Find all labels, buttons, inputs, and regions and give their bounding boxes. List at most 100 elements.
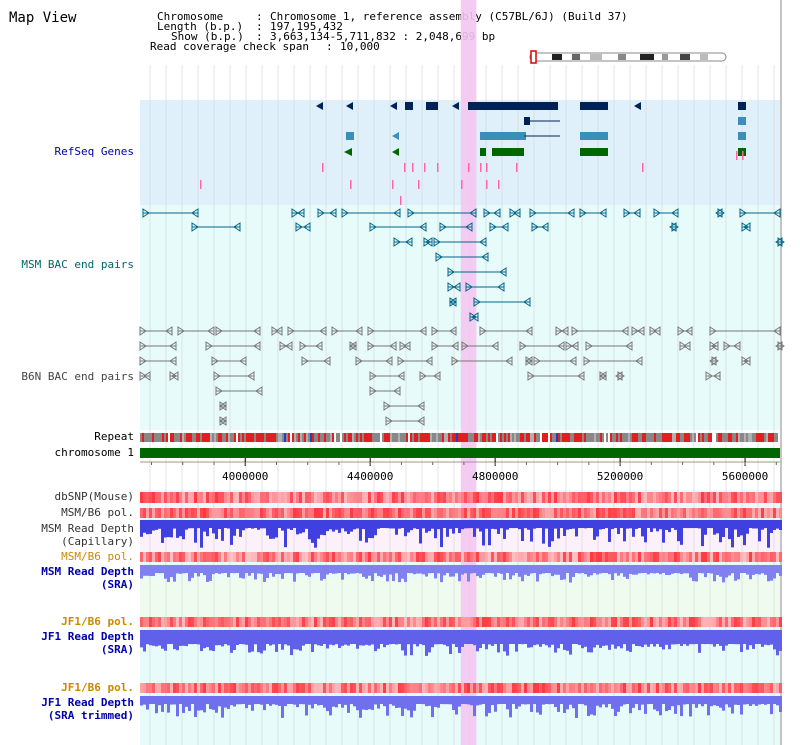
msm-depth-sra-bar [155, 565, 158, 574]
msm-b6-pol-2-cell [695, 552, 698, 562]
jf1-b6-pol-2-cell [236, 683, 239, 693]
jf1-b6-pol-cell [410, 617, 413, 627]
msm-b6-pol-cell [377, 508, 380, 518]
chromosome-bar[interactable] [140, 448, 780, 458]
msm-bac-end-pairs[interactable] [142, 208, 785, 322]
msm-b6-pol-cell [170, 508, 173, 518]
msm-depth-sra-bar [671, 565, 674, 574]
repeat-element [366, 433, 368, 442]
msm-depth-capillary-bar [299, 520, 302, 534]
msm-depth-sra-bar [473, 565, 476, 574]
dbsnp-cell [500, 492, 503, 503]
msm-depth-sra-bar [368, 565, 371, 576]
msm-depth-capillary-bar [323, 520, 326, 536]
msm-depth-sra-bar [644, 565, 647, 574]
msm-depth-sra-bar [650, 565, 653, 574]
track-label-chromosome[interactable]: chromosome 1 [54, 446, 134, 459]
repeat-track[interactable] [140, 433, 780, 442]
msm-b6-pol-cell [299, 508, 302, 518]
msm-depth-capillary-bar [581, 520, 584, 529]
polymorphism-tracks[interactable] [140, 492, 782, 693]
jf1-depth-sra-bar [431, 630, 434, 648]
track-label-msm-bac[interactable]: MSM BAC end pairs [21, 258, 134, 271]
track-label-jf1-b6-pol-2[interactable]: JF1/B6 pol. [61, 681, 134, 694]
jf1-b6-pol-2-cell [269, 683, 272, 693]
msm-depth-sra-bar [371, 565, 374, 582]
b6n-bac-end-pairs[interactable] [139, 326, 785, 426]
msm-depth-sra-bar [149, 565, 152, 577]
track-label-msm-depth-capillary[interactable]: MSM Read Depth [41, 522, 134, 535]
msm-depth-capillary-bar [731, 520, 734, 548]
repeat-element [762, 433, 764, 442]
msm-depth-capillary-bar [476, 520, 479, 529]
msm-b6-pol-cell [233, 508, 236, 518]
track-label-repeat[interactable]: Repeat [94, 430, 134, 443]
msm-bac-pair-end [191, 208, 199, 218]
msm-b6-pol-cell [506, 508, 509, 518]
track-label-msm-b6-pol-1[interactable]: MSM/B6 pol. [61, 506, 134, 519]
repeat-element [564, 433, 566, 442]
msm-depth-capillary-bar [428, 520, 431, 532]
msm-b6-pol-2-cell [491, 552, 494, 562]
repeat-element [664, 433, 666, 442]
msm-depth-capillary-bar [281, 520, 284, 531]
dbsnp-cell [731, 492, 734, 503]
msm-depth-capillary-bar [593, 520, 596, 540]
dbsnp-cell [146, 492, 149, 503]
track-label-jf1-depth-trimmed[interactable]: JF1 Read Depth [41, 696, 134, 709]
msm-depth-sra-bar [479, 565, 482, 578]
msm-depth-capillary-bar [287, 520, 290, 529]
msm-depth-capillary-bar [599, 520, 602, 530]
msm-b6-pol-2-cell [650, 552, 653, 562]
b6n-bac-pair-start [451, 356, 459, 366]
jf1-depth-sra-bar [308, 630, 311, 645]
jf1-b6-pol-2-cell [671, 683, 674, 693]
msm-bac-pair-end [479, 237, 487, 247]
msm-b6-pol-cell [692, 508, 695, 518]
read-depth-tracks[interactable] [140, 520, 782, 718]
jf1-b6-pol-cell [386, 617, 389, 627]
repeat-element [666, 433, 668, 442]
jf1-depth-sra-bar [164, 630, 167, 651]
msm-b6-pol-cell [479, 508, 482, 518]
msm-b6-pol-cell [329, 508, 332, 518]
jf1-b6-pol-2-cell [449, 683, 452, 693]
msm-b6-pol-cell [287, 508, 290, 518]
jf1-depth-trimmed-bar [713, 696, 716, 706]
track-label-jf1-b6-pol-1[interactable]: JF1/B6 pol. [61, 615, 134, 628]
repeat-element [744, 433, 746, 442]
track-label-refseq[interactable]: RefSeq Genes [54, 145, 134, 158]
msm-b6-pol-cell [239, 508, 242, 518]
track-label-msm-depth-sra[interactable]: MSM Read Depth [41, 565, 134, 578]
msm-b6-pol-cell [362, 508, 365, 518]
refseq-genes[interactable] [200, 102, 746, 205]
jf1-depth-sra-bar [290, 630, 293, 656]
dbsnp-cell [407, 492, 410, 503]
jf1-b6-pol-cell [545, 617, 548, 627]
jf1-depth-sra-bar [251, 630, 254, 652]
msm-depth-sra-bar [428, 565, 431, 574]
jf1-depth-trimmed-bar [404, 696, 407, 709]
track-label-b6n-bac[interactable]: B6N BAC end pairs [21, 370, 134, 383]
dbsnp-cell [245, 492, 248, 503]
repeat-element [494, 433, 496, 442]
jf1-b6-pol-cell [479, 617, 482, 627]
track-label-dbsnp[interactable]: dbSNP(Mouse) [54, 490, 134, 503]
jf1-depth-trimmed-bar [617, 696, 620, 712]
jf1-b6-pol-cell [179, 617, 182, 627]
track-label-msm-b6-pol-2[interactable]: MSM/B6 pol. [61, 550, 134, 563]
jf1-depth-trimmed-bar [521, 696, 524, 705]
b6n-bac-pair-end [653, 326, 661, 336]
msm-depth-sra-bar [608, 565, 611, 575]
chromosome-ideogram[interactable] [529, 50, 727, 64]
dbsnp-cell [671, 492, 674, 503]
msm-depth-capillary-bar [728, 520, 731, 540]
jf1-b6-pol-cell [494, 617, 497, 627]
repeat-element [172, 433, 174, 442]
repeat-element [334, 433, 336, 442]
jf1-b6-pol-cell [317, 617, 320, 627]
msm-bac-pair-end [501, 222, 509, 232]
track-label-jf1-depth-sra[interactable]: JF1 Read Depth [41, 630, 134, 643]
dbsnp-cell [200, 492, 203, 503]
